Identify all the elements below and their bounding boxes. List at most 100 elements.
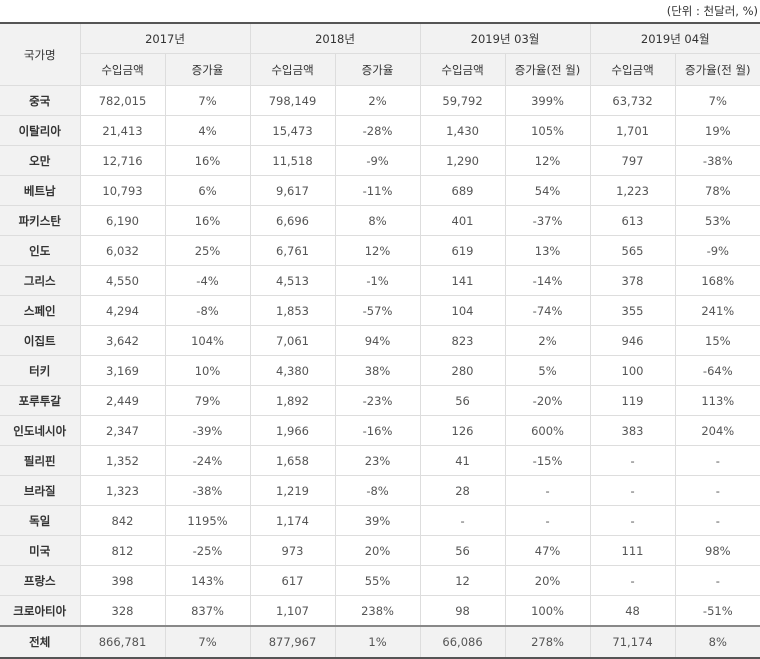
- country-cell: 독일: [0, 505, 81, 536]
- rate-cell: -64%: [674, 355, 760, 386]
- country-cell: 오만: [0, 145, 81, 176]
- amount-cell: 1,352: [79, 445, 166, 476]
- amount-cell: 4,550: [79, 265, 166, 296]
- rate-cell: 79%: [164, 385, 251, 416]
- amount-cell: 1,323: [79, 475, 166, 506]
- amount-cell: 782,015: [79, 85, 166, 116]
- rate-cell: 241%: [674, 295, 760, 326]
- amount-cell: 1,853: [249, 295, 336, 326]
- header-year: 2018년: [249, 22, 421, 54]
- amount-cell: 613: [589, 205, 676, 236]
- table-row: 필리핀 1,352 -24% 1,658 23% 41 -15% - -: [0, 445, 760, 476]
- amount-cell: 1,223: [589, 175, 676, 206]
- rate-cell: 10%: [164, 355, 251, 386]
- rate-cell: -8%: [164, 295, 251, 326]
- rate-cell: 38%: [334, 355, 421, 386]
- amount-cell: 378: [589, 265, 676, 296]
- header-sub: 증가율(전 월): [504, 53, 591, 86]
- rate-cell: 39%: [334, 505, 421, 536]
- rate-cell: -74%: [504, 295, 591, 326]
- country-cell: 파키스탄: [0, 205, 81, 236]
- table-row: 스페인 4,294 -8% 1,853 -57% 104 -74% 355 241%: [0, 295, 760, 326]
- rate-cell: 104%: [164, 325, 251, 356]
- header-sub: 증가율: [334, 53, 421, 86]
- amount-cell: 1,892: [249, 385, 336, 416]
- amount-cell: 12: [419, 565, 506, 596]
- country-cell: 그리스: [0, 265, 81, 296]
- rate-cell: 204%: [674, 415, 760, 446]
- country-cell: 크로아티아: [0, 595, 81, 627]
- rate-cell: 113%: [674, 385, 760, 416]
- amount-cell: 6,761: [249, 235, 336, 266]
- amount-cell: 2,347: [79, 415, 166, 446]
- rate-cell: -38%: [164, 475, 251, 506]
- table-row: 포루투갈 2,449 79% 1,892 -23% 56 -20% 119 113%: [0, 385, 760, 416]
- rate-cell: -15%: [504, 445, 591, 476]
- rate-cell: -14%: [504, 265, 591, 296]
- country-cell: 터키: [0, 355, 81, 386]
- amount-cell: 617: [249, 565, 336, 596]
- rate-cell: 105%: [504, 115, 591, 146]
- table-row: 터키 3,169 10% 4,380 38% 280 5% 100 -64%: [0, 355, 760, 386]
- country-cell: 이집트: [0, 325, 81, 356]
- rate-cell: -25%: [164, 535, 251, 566]
- amount-cell: 946: [589, 325, 676, 356]
- rate-cell: 15%: [674, 325, 760, 356]
- amount-cell: 9,617: [249, 175, 336, 206]
- amount-cell: 877,967: [249, 625, 336, 659]
- rate-cell: 55%: [334, 565, 421, 596]
- country-cell: 중국: [0, 85, 81, 116]
- table-row: 베트남 10,793 6% 9,617 -11% 689 54% 1,223 78%: [0, 175, 760, 206]
- table-body: 중국 782,015 7% 798,149 2% 59,792 399% 63,732 7% 이탈…: [0, 85, 760, 659]
- amount-cell: 328: [79, 595, 166, 627]
- rate-cell: 5%: [504, 355, 591, 386]
- country-cell: 스페인: [0, 295, 81, 326]
- rate-cell: -28%: [334, 115, 421, 146]
- rate-cell: -9%: [334, 145, 421, 176]
- rate-cell: 1195%: [164, 505, 251, 536]
- amount-cell: 11,518: [249, 145, 336, 176]
- amount-cell: 842: [79, 505, 166, 536]
- rate-cell: 837%: [164, 595, 251, 627]
- rate-cell: -11%: [334, 175, 421, 206]
- rate-cell: -1%: [334, 265, 421, 296]
- rate-cell: -: [674, 445, 760, 476]
- rate-cell: -38%: [674, 145, 760, 176]
- amount-cell: 401: [419, 205, 506, 236]
- amount-cell: 866,781: [79, 625, 166, 659]
- header-year: 2019년 03월: [419, 22, 591, 54]
- unit-note: (단위 : 천달러, %): [666, 4, 758, 18]
- amount-cell: 56: [419, 535, 506, 566]
- rate-cell: -9%: [674, 235, 760, 266]
- amount-cell: 797: [589, 145, 676, 176]
- rate-cell: 2%: [504, 325, 591, 356]
- amount-cell: 383: [589, 415, 676, 446]
- amount-cell: 4,380: [249, 355, 336, 386]
- amount-cell: 4,294: [79, 295, 166, 326]
- rate-cell: -: [674, 475, 760, 506]
- amount-cell: 71,174: [589, 625, 676, 659]
- header-sub: 증가율: [164, 53, 251, 86]
- table-row: 브라질 1,323 -38% 1,219 -8% 28- - -: [0, 475, 760, 506]
- amount-cell: 104: [419, 295, 506, 326]
- amount-cell: 1,174: [249, 505, 336, 536]
- rate-cell: 19%: [674, 115, 760, 146]
- amount-cell: -: [419, 505, 506, 536]
- amount-cell: 689: [419, 175, 506, 206]
- rate-cell: 8%: [674, 625, 760, 659]
- country-cell: 베트남: [0, 175, 81, 206]
- amount-cell: -: [589, 565, 676, 596]
- table-row: 크로아티아 328 837% 1,107 238% 98 100% 48 -51%: [0, 595, 760, 627]
- country-cell: 프랑스: [0, 565, 81, 596]
- amount-cell: 66,086: [419, 625, 506, 659]
- rate-cell: -: [504, 475, 591, 506]
- country-cell: 이탈리아: [0, 115, 81, 146]
- rate-cell: -57%: [334, 295, 421, 326]
- rate-cell: 16%: [164, 205, 251, 236]
- amount-cell: 6,032: [79, 235, 166, 266]
- rate-cell: 13%: [504, 235, 591, 266]
- rate-cell: 16%: [164, 145, 251, 176]
- amount-cell: 21,413: [79, 115, 166, 146]
- header-year: 2019년 04월: [589, 22, 760, 54]
- rate-cell: 53%: [674, 205, 760, 236]
